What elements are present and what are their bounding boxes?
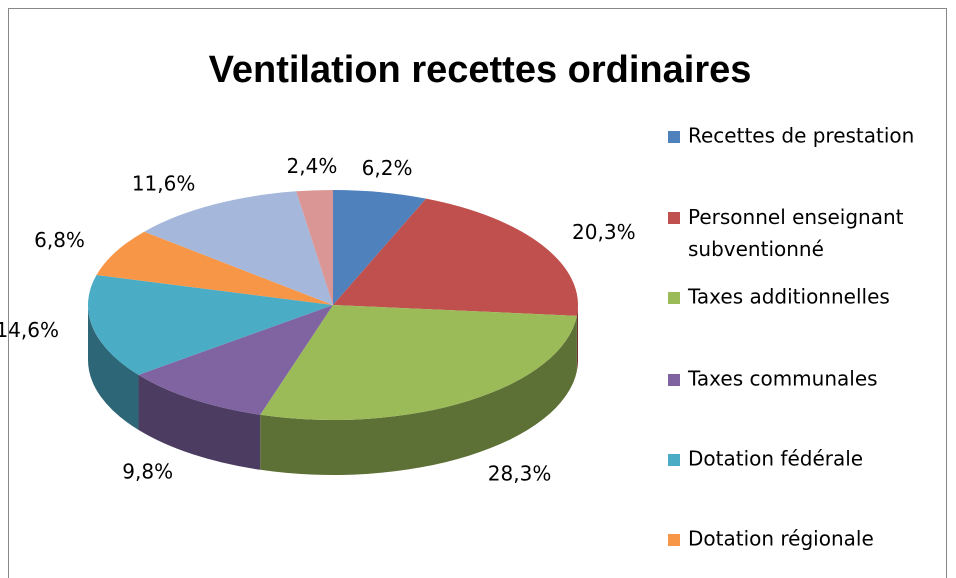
legend-label: Recettes de prestation <box>688 124 914 148</box>
data-label: 9,8% <box>122 460 173 484</box>
legend-label: Dotation fédérale <box>688 447 863 471</box>
data-label: 28,3% <box>488 461 552 485</box>
data-label: 6,8% <box>34 228 85 252</box>
legend-label: Dotation régionale <box>688 527 874 551</box>
slice-side <box>88 305 139 430</box>
legend-swatch <box>668 454 680 466</box>
data-label: 11,6% <box>132 171 196 195</box>
legend-swatch <box>668 292 680 304</box>
slice-side <box>576 305 578 371</box>
legend-swatch <box>668 374 680 386</box>
slice <box>333 190 427 305</box>
legend-label: Personnel enseignant subventionné <box>688 205 904 261</box>
slice <box>96 231 333 305</box>
slice <box>333 198 578 316</box>
data-label: 14,6% <box>0 318 59 342</box>
slice-side <box>138 374 261 470</box>
legend-swatch <box>668 131 680 143</box>
slice <box>87 275 333 375</box>
data-label: 2,4% <box>287 154 338 178</box>
chart-title: Ventilation recettes ordinaires <box>209 49 752 91</box>
legend-label: Taxes additionnelles <box>687 285 890 309</box>
legend-swatch <box>668 212 680 224</box>
slice-side <box>260 315 577 475</box>
data-label: 6,2% <box>362 156 413 180</box>
slice <box>138 305 333 415</box>
slice <box>144 191 333 305</box>
legend-swatch <box>668 534 680 546</box>
legend-label: Taxes communales <box>687 367 878 391</box>
slice <box>260 305 577 420</box>
data-label: 20,3% <box>572 220 636 244</box>
slice <box>296 190 333 305</box>
